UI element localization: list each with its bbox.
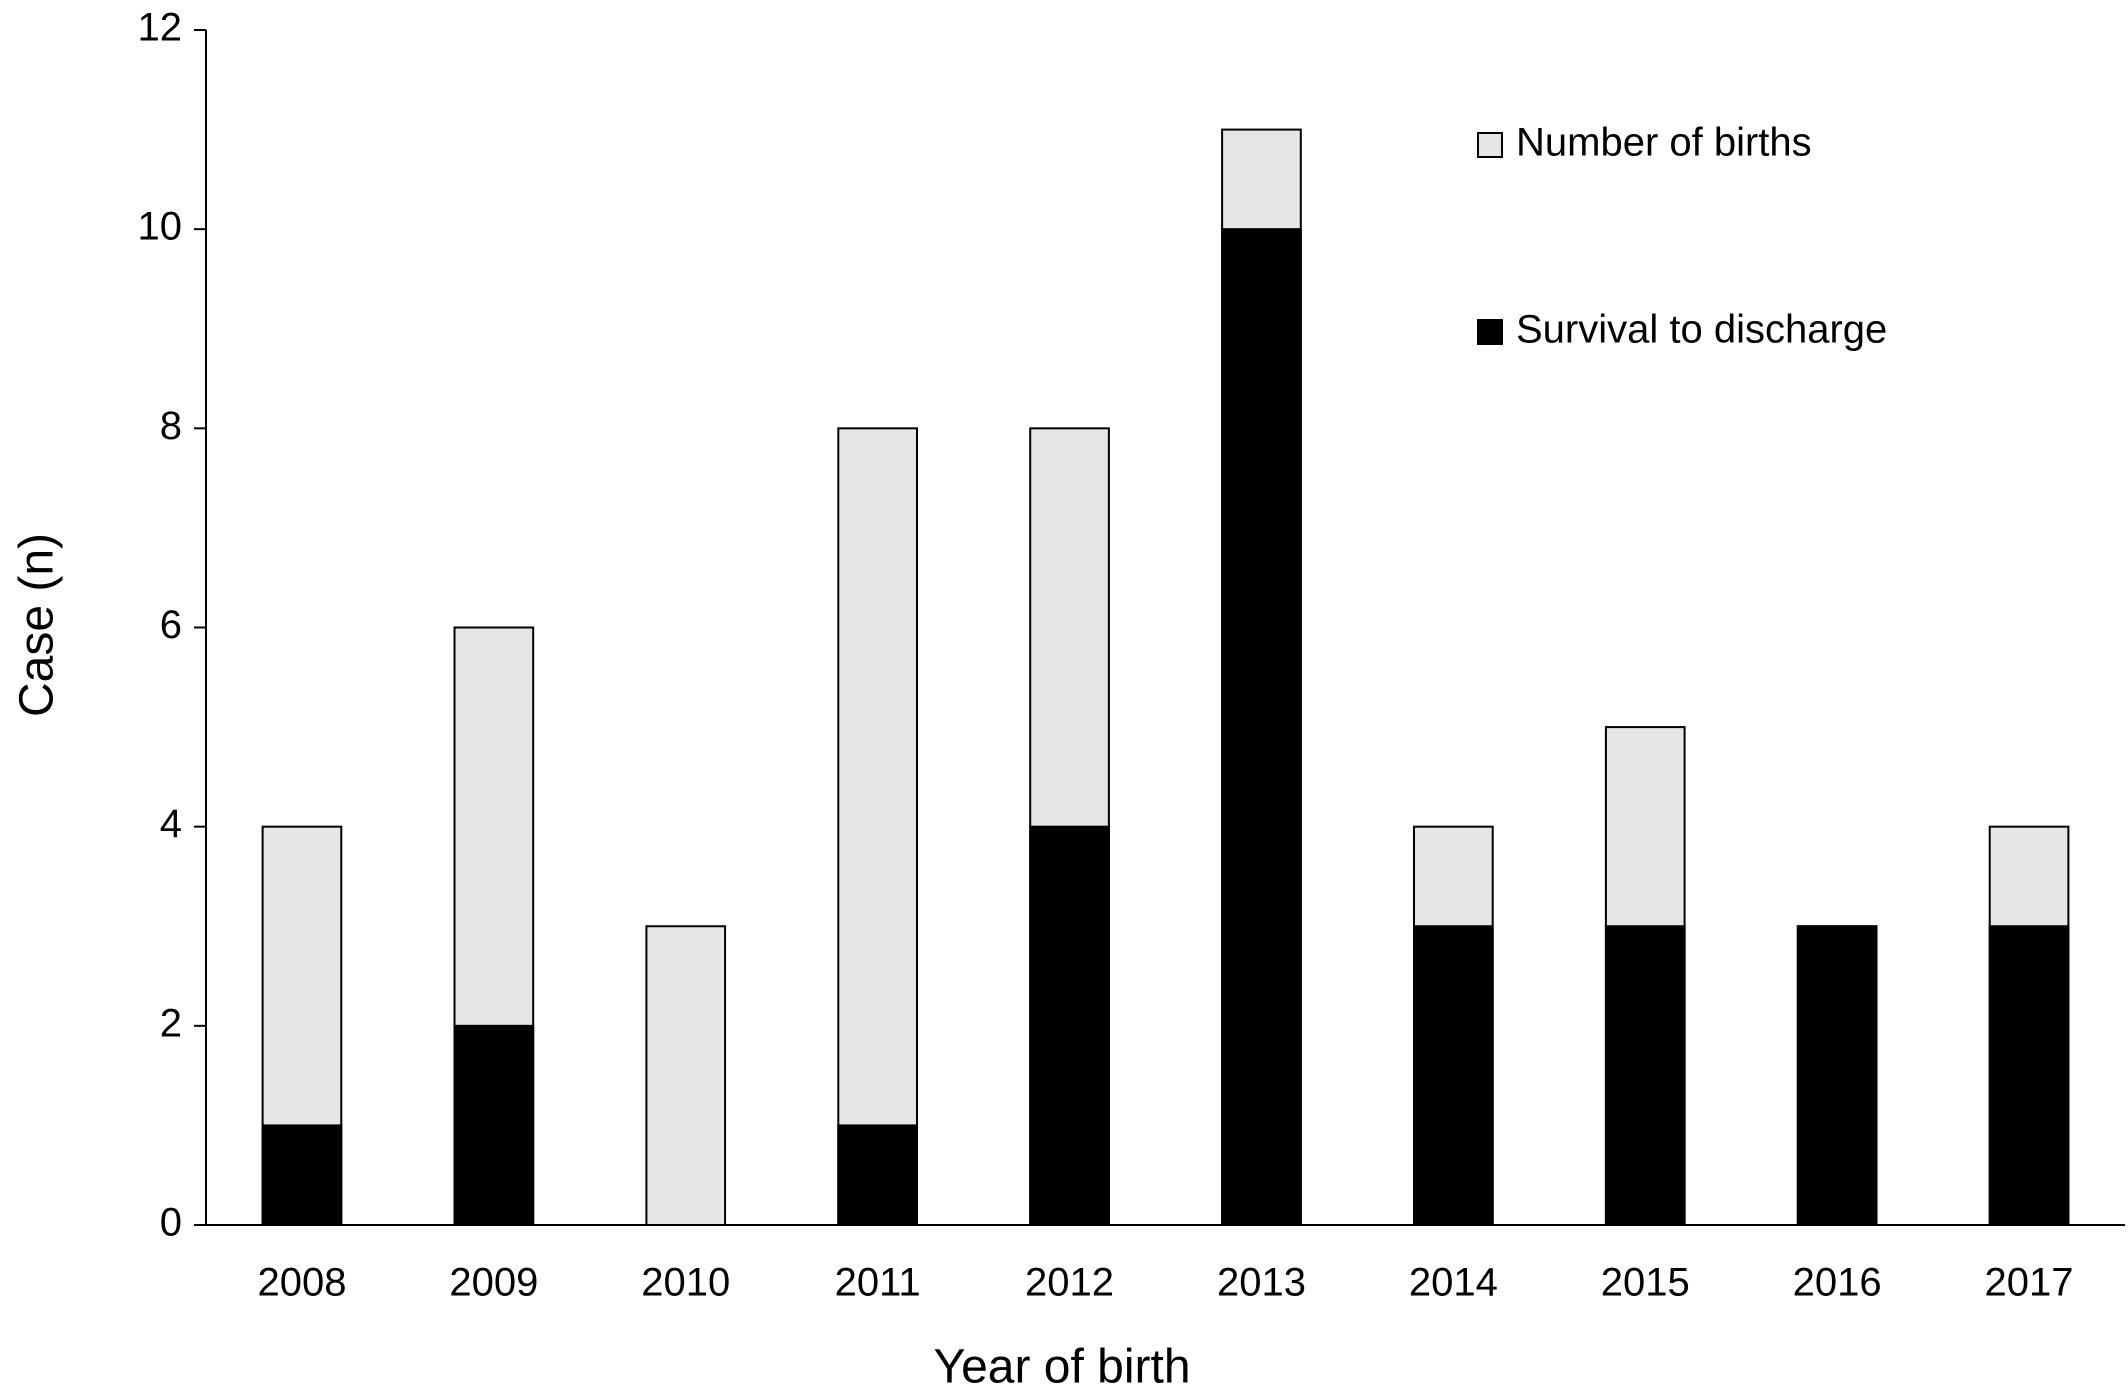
- y-tick-label: 8: [160, 404, 182, 448]
- bar: [645, 925, 727, 1226]
- y-tick-label: 10: [138, 205, 183, 249]
- x-tick-label: 2015: [1601, 1261, 1690, 1305]
- legend-label: Number of births: [1516, 121, 1812, 165]
- bar: [261, 1124, 343, 1226]
- x-tick-label: 2017: [1985, 1261, 2074, 1305]
- bar: [1413, 925, 1494, 1226]
- x-tick-label: 2008: [257, 1261, 346, 1305]
- y-tick-label: 2: [160, 1001, 182, 1045]
- bar: [1221, 228, 1302, 1226]
- x-tick-label: 2013: [1217, 1261, 1306, 1305]
- bar: [1604, 925, 1686, 1226]
- bar: [453, 1024, 535, 1227]
- legend-swatch: [1477, 319, 1503, 345]
- bar: [837, 427, 918, 1227]
- y-tick-label: 4: [160, 802, 182, 846]
- x-tick-label: 2011: [835, 1261, 921, 1305]
- y-tick-label: 6: [160, 603, 182, 647]
- x-tick-label: 2016: [1793, 1261, 1882, 1305]
- x-tick-label: 2010: [641, 1261, 730, 1305]
- y-tick-label: 12: [138, 6, 183, 50]
- bar: [837, 1124, 918, 1226]
- legend-swatch: [1477, 132, 1503, 158]
- y-axis-title: Case (n): [11, 533, 64, 717]
- x-tick-label: 2009: [449, 1261, 538, 1305]
- legend-label: Survival to discharge: [1516, 308, 1887, 352]
- x-tick-label: 2014: [1409, 1261, 1498, 1305]
- bar: [1796, 925, 1878, 1226]
- x-axis-title: Year of birth: [933, 1341, 1190, 1394]
- x-tick-label: 2012: [1025, 1261, 1114, 1305]
- bar: [1029, 825, 1110, 1227]
- y-tick-label: 0: [160, 1201, 182, 1245]
- bar: [1988, 925, 2070, 1226]
